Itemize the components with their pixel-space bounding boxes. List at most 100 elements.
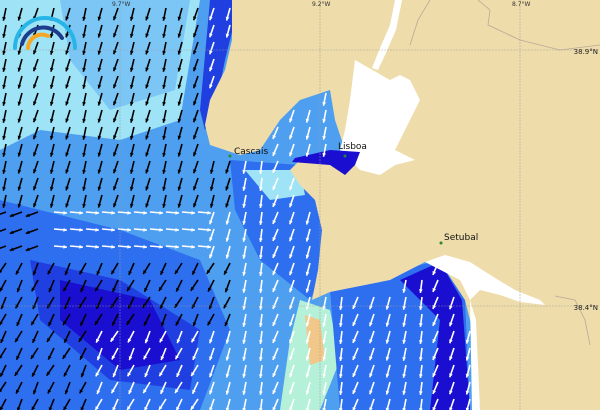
current-arrow-head: [128, 270, 132, 275]
current-arrow-head: [432, 287, 437, 292]
current-arrow-head: [82, 169, 86, 174]
current-arrow-head: [129, 135, 134, 140]
current-arrow-head: [31, 321, 35, 326]
current-arrow-head: [402, 356, 407, 361]
current-arrow-head: [258, 323, 263, 327]
current-arrow-head: [338, 357, 343, 361]
current-arrow-head: [82, 186, 86, 191]
current-arrow-head: [145, 50, 149, 55]
current-arrow-head: [82, 101, 86, 106]
current-arrow-head: [64, 390, 69, 395]
current-arrow-head: [129, 118, 134, 123]
lon-label-9-2: 9.2°W: [312, 1, 331, 8]
current-arrow-head: [112, 287, 116, 292]
current-arrow-head: [224, 322, 229, 327]
current-arrow-head: [193, 101, 197, 106]
current-arrow-head: [242, 373, 247, 378]
current-arrow-head: [17, 84, 22, 89]
current-arrow-head: [16, 321, 21, 326]
current-arrow-head: [449, 322, 453, 327]
place-setubal[interactable]: Setubal: [439, 233, 479, 245]
current-arrow-head: [129, 84, 134, 89]
current-arrow-head: [191, 244, 195, 249]
current-arrow-head: [305, 373, 310, 378]
current-arrow-head: [225, 254, 230, 259]
current-arrow-head: [97, 152, 102, 157]
current-arrow-head: [242, 186, 247, 191]
current-arrow-head: [97, 169, 102, 174]
current-arrow-head: [143, 389, 147, 394]
current-arrow-head: [190, 405, 195, 410]
current-arrow-head: [127, 210, 131, 215]
current-arrow-head: [162, 203, 166, 208]
current-arrow-head: [25, 230, 30, 235]
current-arrow-head: [174, 303, 179, 308]
current-arrow-head: [80, 287, 85, 292]
current-arrow-head: [369, 339, 373, 344]
current-arrow-head: [95, 210, 99, 215]
current-arrow-head: [449, 407, 453, 410]
current-arrow-head: [159, 227, 163, 232]
current-arrow-head: [289, 407, 293, 410]
current-arrow-head: [64, 304, 68, 309]
current-arrow-head: [242, 271, 247, 276]
sado-estuary: [425, 255, 545, 410]
current-arrow-head: [17, 169, 22, 174]
current-arrow-head: [112, 321, 116, 326]
current-arrow-head: [143, 321, 148, 326]
current-arrow-head: [209, 84, 213, 89]
current-arrow-head: [145, 186, 149, 191]
current-arrow-head: [162, 84, 166, 89]
current-arrows: [0, 7, 471, 410]
current-arrow-head: [95, 287, 99, 292]
current-arrow-head: [159, 244, 163, 249]
current-arrow-head: [289, 135, 293, 140]
current-arrow-head: [144, 373, 149, 378]
current-arrow-head: [322, 135, 327, 140]
current-arrow-head: [418, 357, 423, 361]
current-arrow-head: [289, 186, 293, 191]
current-arrow-head: [385, 356, 390, 361]
current-arrow-head: [305, 322, 310, 327]
current-arrow-head: [33, 135, 37, 140]
place-marker: [343, 154, 347, 158]
current-arrow-head: [97, 118, 102, 123]
land: [205, 0, 600, 410]
current-arrow-head: [369, 373, 373, 378]
current-arrow-head: [258, 272, 263, 276]
current-arrow-head: [352, 321, 357, 326]
current-arrow-head: [82, 16, 86, 21]
current-arrow-head: [191, 304, 196, 309]
current-arrow-head: [193, 186, 197, 191]
place-cascais[interactable]: Cascais: [228, 147, 269, 158]
current-arrow-head: [225, 237, 230, 242]
current-arrow: [0, 262, 7, 274]
current-arrow-head: [82, 152, 86, 157]
current-arrow-head: [145, 67, 149, 72]
current-arrow-head: [207, 210, 211, 215]
place-lisboa[interactable]: Lisboa: [338, 142, 367, 158]
current-arrow-head: [96, 390, 101, 395]
current-arrow-head: [209, 186, 214, 191]
current-arrow-head: [48, 321, 52, 326]
current-arrow-head: [272, 389, 277, 394]
current-arrow-head: [33, 50, 37, 55]
current-arrow-head: [465, 407, 470, 410]
current-arrow-head: [162, 16, 166, 21]
current-arrow-head: [385, 407, 390, 410]
current-arrow-head: [14, 371, 19, 376]
current-arrow-head: [242, 339, 247, 344]
current-arrow-head: [242, 356, 247, 361]
current-arrow-head: [176, 372, 180, 377]
current-arrow-head: [79, 355, 84, 360]
current-arrow-head: [46, 371, 51, 376]
current-arrow-head: [193, 135, 197, 140]
current-arrow-head: [175, 269, 179, 274]
current-arrow-head: [176, 287, 180, 292]
current-arrow-head: [208, 305, 213, 310]
current-arrow-head: [17, 50, 22, 55]
current-arrow-head: [97, 186, 102, 191]
